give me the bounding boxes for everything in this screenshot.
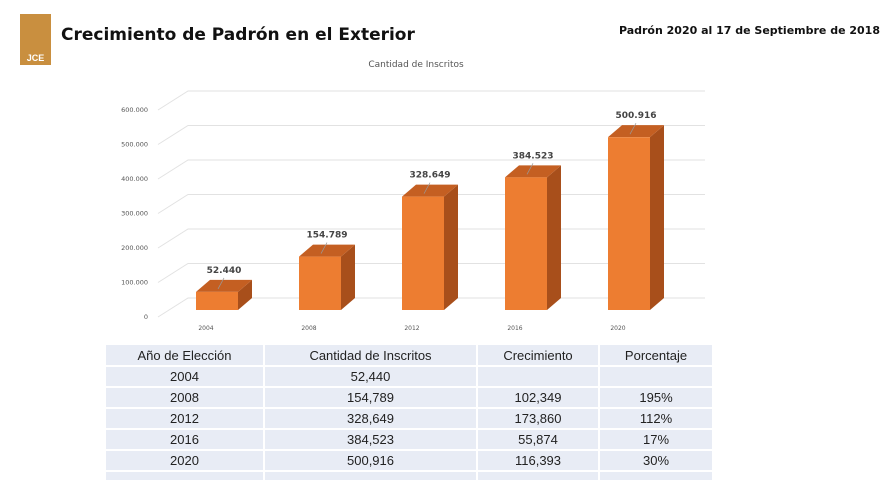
cell: 116,393 bbox=[476, 449, 600, 472]
bar bbox=[608, 137, 650, 310]
gridline bbox=[157, 90, 705, 111]
y-tick-label: 100.000 bbox=[121, 279, 148, 287]
header-cell: Año de Elección bbox=[104, 343, 265, 367]
cell: 102,349 bbox=[476, 386, 600, 409]
cell bbox=[476, 470, 600, 482]
table-row: 2020 500,916 116,393 30% bbox=[104, 449, 714, 472]
cell: 195% bbox=[598, 386, 714, 409]
table-row: 2012 328,649 173,860 112% bbox=[104, 407, 714, 430]
cell: 328,649 bbox=[263, 407, 478, 430]
label-leader bbox=[423, 182, 431, 194]
y-tick-label: 0 bbox=[144, 313, 148, 321]
bar bbox=[299, 256, 341, 310]
cell: 384,523 bbox=[263, 428, 478, 451]
bar-side bbox=[238, 279, 252, 310]
bar-top bbox=[505, 165, 561, 178]
bar bbox=[196, 291, 238, 310]
table-row: 2004 52,440 bbox=[104, 365, 714, 388]
x-tick-label: 2012 bbox=[404, 325, 419, 332]
cell: 30% bbox=[598, 449, 714, 472]
cell: 2004 bbox=[104, 365, 265, 388]
x-tick-label: 2004 bbox=[198, 325, 213, 332]
bar-side bbox=[650, 125, 664, 310]
cell: 55,874 bbox=[476, 428, 600, 451]
chart-title: Cantidad de Inscritos bbox=[368, 60, 464, 70]
bar-chart: Cantidad de Inscritos 0 100.000 200.000 300.… bbox=[121, 60, 705, 332]
cell bbox=[263, 470, 478, 482]
cell: 173,860 bbox=[476, 407, 600, 430]
bar-side bbox=[547, 165, 561, 310]
bar bbox=[505, 177, 547, 310]
data-table: Año de Elección Cantidad de Inscritos Cr… bbox=[104, 343, 714, 482]
cell bbox=[598, 365, 714, 388]
cell: 500,916 bbox=[263, 449, 478, 472]
table-header: Año de Elección Cantidad de Inscritos Cr… bbox=[104, 343, 714, 367]
header-cell: Porcentaje bbox=[598, 343, 714, 367]
data-label: 154.789 bbox=[307, 231, 348, 241]
header-cell: Crecimiento bbox=[476, 343, 600, 367]
jce-logo: JCE bbox=[20, 14, 51, 65]
bar bbox=[402, 196, 444, 310]
bar-side bbox=[341, 244, 355, 310]
table-row: 2016 384,523 55,874 17% bbox=[104, 428, 714, 451]
data-label: 384.523 bbox=[513, 151, 554, 161]
cell: 112% bbox=[598, 407, 714, 430]
bar-top bbox=[299, 244, 355, 257]
cell: 2012 bbox=[104, 407, 265, 430]
cell: 17% bbox=[598, 428, 714, 451]
x-tick-label: 2008 bbox=[301, 325, 316, 332]
y-tick-label: 300.000 bbox=[121, 210, 148, 218]
label-leader bbox=[629, 123, 637, 135]
cell: 154,789 bbox=[263, 386, 478, 409]
label-leader bbox=[320, 242, 328, 254]
data-label: 52.440 bbox=[207, 266, 242, 276]
y-tick-label: 600.000 bbox=[121, 106, 148, 114]
table-row: 2008 154,789 102,349 195% bbox=[104, 386, 714, 409]
cell bbox=[104, 470, 265, 482]
bar-top bbox=[608, 125, 664, 138]
cell bbox=[598, 470, 714, 482]
label-leader bbox=[526, 163, 534, 175]
y-tick-label: 200.000 bbox=[121, 244, 148, 252]
page-title: Crecimiento de Padrón en el Exterior bbox=[61, 25, 415, 45]
gridline bbox=[157, 125, 705, 145]
header-cell: Cantidad de Inscritos bbox=[263, 343, 478, 367]
cell: 52,440 bbox=[263, 365, 478, 388]
cell: 2008 bbox=[104, 386, 265, 409]
bar-side bbox=[444, 184, 458, 310]
y-tick-label: 500.000 bbox=[121, 141, 148, 149]
data-label: 500.916 bbox=[616, 111, 657, 121]
cell bbox=[476, 365, 600, 388]
bar-top bbox=[196, 279, 252, 292]
bar-top bbox=[402, 184, 458, 197]
cell: 2020 bbox=[104, 449, 265, 472]
y-tick-label: 400.000 bbox=[121, 175, 148, 183]
x-tick-label: 2020 bbox=[610, 325, 625, 332]
label-leader bbox=[217, 277, 225, 290]
data-label: 328.649 bbox=[410, 171, 451, 181]
cell: 2016 bbox=[104, 428, 265, 451]
gridline bbox=[157, 159, 705, 180]
table-row-empty bbox=[104, 470, 714, 482]
x-tick-label: 2016 bbox=[507, 325, 522, 332]
page-subtitle: Padrón 2020 al 17 de Septiembre de 2018 bbox=[618, 24, 880, 37]
